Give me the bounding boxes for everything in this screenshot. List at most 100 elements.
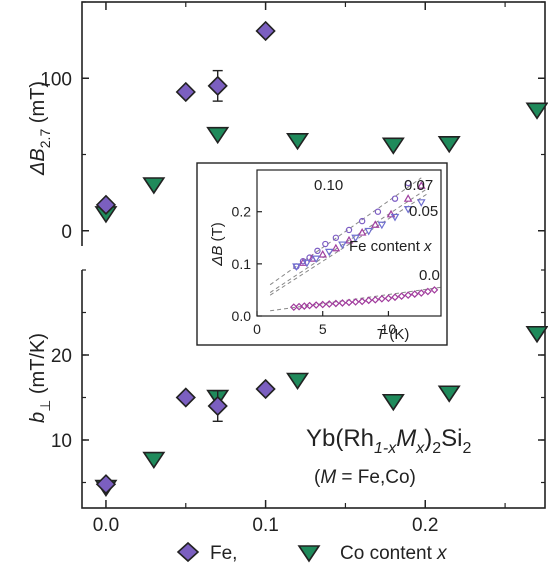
inset-diamond-point — [325, 300, 334, 308]
inset-diamond-point — [345, 298, 353, 307]
inset-triangle-down-point — [338, 241, 347, 250]
inset-diamond-point — [417, 289, 426, 297]
inset-diamond-point — [430, 286, 439, 294]
x-tick-label-1: 0.1 — [252, 515, 278, 536]
inset-diamond-point — [305, 301, 314, 310]
bottom-diamond-point-0 — [95, 474, 117, 495]
inset-diamond-point — [364, 296, 373, 305]
inset-diamond-point — [351, 298, 360, 306]
inset-circle-point — [332, 234, 340, 241]
compound-sub-2: x — [415, 440, 425, 457]
legend: Fe, Co content x — [176, 541, 448, 564]
subtitle-M: M — [320, 467, 336, 488]
inset-xtick-label-0: 0 — [253, 321, 261, 337]
inset-triangle-down-point — [403, 206, 413, 214]
bottom-diamond-point-2 — [207, 395, 228, 417]
legend-fe-label: Fe, — [210, 543, 237, 564]
compound-label: Yb(Rh1-xMx)2Si2 — [306, 425, 472, 457]
inset-diamond-point — [332, 299, 340, 308]
inset-circle-point — [322, 240, 329, 248]
bottom-ylabel-main: b — [27, 412, 49, 423]
top-panel-axes: 0 100 — [40, 1, 545, 243]
inset-triangle-down-point — [364, 227, 374, 236]
inset-xtick-label-2: 10 — [381, 321, 397, 337]
inset-triangle-up-point — [370, 220, 380, 228]
legend-co-text: Co content — [340, 543, 437, 564]
top-ylabel-sub: 2.7 — [37, 129, 53, 149]
top-diamond-point-0 — [95, 194, 117, 215]
inset-annotation: Fe content x — [349, 238, 432, 255]
bottom-ylabel-unit: (mT/K) — [27, 333, 49, 400]
inset-triangle-up-point — [357, 228, 367, 236]
inset-annotation-x: x — [423, 238, 432, 255]
inset-axes-frame — [256, 169, 442, 317]
inset-background — [196, 162, 448, 346]
inset-triangle-up-point — [403, 194, 413, 202]
inset-triangle-down-point — [416, 199, 426, 207]
inset-triangle-down-point — [311, 255, 321, 264]
inset-diamond-point — [371, 295, 380, 304]
bottom-diamond-point-1 — [175, 387, 196, 408]
inset-diamond-point — [338, 299, 347, 307]
x-axis: 0.0 0.1 0.2 — [93, 2, 506, 536]
top-triangle-down-point-1 — [142, 177, 166, 195]
inset-circle-point — [314, 247, 321, 255]
bottom-ylabel: b⊥ (mT/K) — [27, 333, 53, 423]
top-ylabel-main: ΔB — [27, 148, 49, 176]
inset-ytick-label-2: 0.2 — [232, 204, 252, 220]
bottom-ytick-label-0: 10 — [51, 431, 72, 452]
top-triangle-down-point-3 — [286, 132, 310, 151]
inset-ytick-label-1: 0.1 — [232, 256, 252, 272]
inset-annotation-text: Fe content — [349, 238, 424, 255]
inset-triangle-down-point — [377, 221, 387, 230]
inset-circle-point — [374, 208, 382, 215]
top-ytick-label-1: 100 — [40, 69, 72, 90]
inset-circle-point — [358, 217, 366, 225]
top-triangle-down-point-5 — [437, 136, 461, 154]
x-tick-label-0: 0.0 — [93, 515, 119, 536]
compound-si: Si — [441, 425, 462, 452]
bottom-triangle-down-point-5 — [437, 385, 461, 403]
top-ylabel: ΔB2.7 (mT) — [27, 81, 53, 176]
inset-diamond-point — [312, 301, 320, 309]
inset-diamond-point — [378, 294, 386, 303]
inset-triangle-down-point — [302, 259, 312, 268]
inset-circle-point — [404, 179, 412, 187]
compound-sub-1: 1-x — [374, 440, 397, 457]
inset-fit-line-1 — [269, 187, 429, 293]
inset-diamond-point — [391, 293, 399, 302]
inset-diamond-point — [318, 300, 327, 309]
legend-fe-marker — [176, 541, 200, 563]
bottom-triangle-down-point-4 — [381, 393, 405, 412]
legend-co-x: x — [436, 543, 448, 564]
inset-xtick-label-1: 5 — [319, 321, 327, 337]
inset-label-010: 0.10 — [314, 177, 343, 194]
inset-triangle-up-point — [331, 243, 341, 252]
inset-triangle-up-point — [416, 181, 426, 189]
inset-fit-line-2 — [269, 193, 429, 296]
inset-triangle-down-point — [324, 248, 334, 257]
subtitle-open: ( — [314, 467, 321, 488]
inset-circle-point — [391, 195, 399, 202]
top-panel-marks — [94, 20, 548, 224]
bottom-triangle-down-point-1 — [142, 451, 166, 469]
inset-diamond-point — [424, 287, 432, 296]
inset-circle-point — [345, 226, 353, 234]
compound-tail: ) — [424, 425, 432, 452]
top-diamond-point-3 — [255, 20, 276, 42]
inset-triangle-down-point — [292, 263, 301, 271]
top-diamond-point-2 — [207, 75, 228, 97]
bottom-diamond-point-3 — [255, 378, 276, 400]
top-ylabel-unit: (mT) — [27, 81, 49, 129]
inset-diamond-point — [404, 291, 412, 299]
inset-xlabel-unit: (K) — [385, 326, 409, 343]
inset-xlabel-main: T — [376, 326, 387, 343]
subtitle-rest: = Fe,Co) — [336, 467, 416, 488]
bottom-ylabel-sub: ⊥ — [37, 400, 53, 412]
bottom-triangle-down-point-6 — [525, 325, 548, 344]
inset-ylabel: ΔB (T) — [209, 222, 226, 266]
compound-M: M — [396, 425, 416, 452]
inset-diamond-point — [410, 290, 419, 298]
inset-triangle-down-point — [351, 234, 360, 243]
